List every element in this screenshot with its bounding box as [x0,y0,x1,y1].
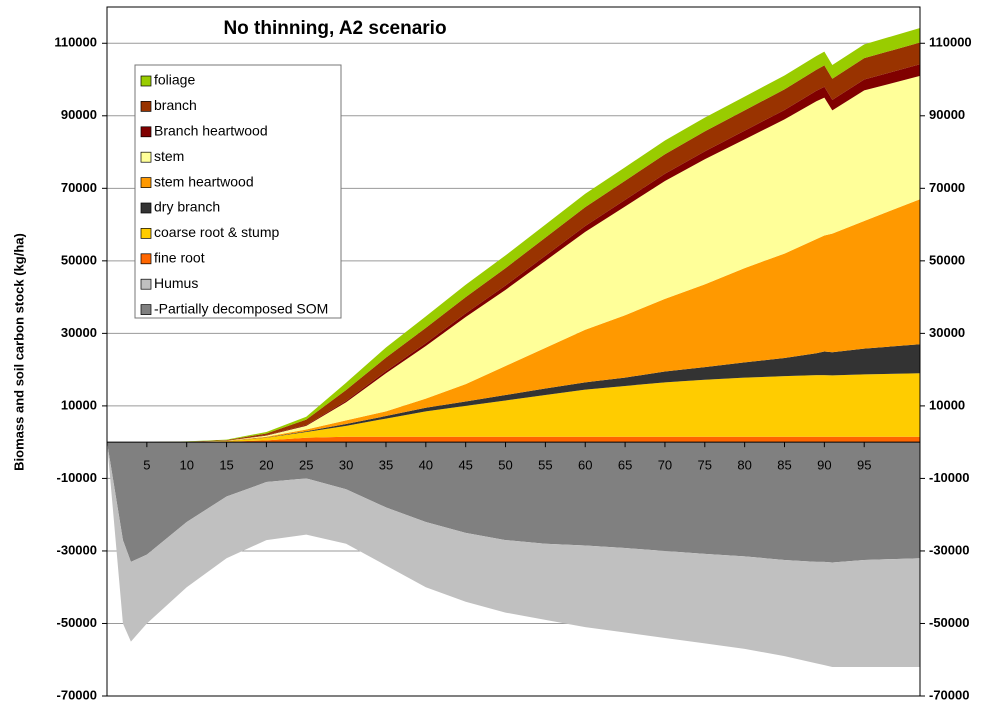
legend-label: coarse root & stump [154,224,279,240]
x-tick-label: 95 [857,458,871,473]
x-tick-label: 80 [737,458,751,473]
y2-tick-label: 70000 [929,180,965,195]
x-tick-label: 10 [179,458,193,473]
y2-tick-label: -70000 [929,687,969,702]
y-tick-label: -50000 [57,615,97,630]
x-tick-label: 45 [458,458,472,473]
area [107,442,920,667]
y2-tick-label: 10000 [929,397,965,412]
area [107,75,920,443]
area [107,28,920,443]
x-tick-label: 70 [658,458,672,473]
area [107,436,920,443]
y2-tick-label: 50000 [929,252,965,267]
legend-swatch [140,228,152,239]
legend-swatch [140,304,152,315]
y-tick-label: 50000 [61,252,97,267]
x-tick-label: 20 [259,458,273,473]
area [107,344,920,443]
y-axis-label: Biomass and soil carbon stock (kg/ha) [11,233,26,471]
y-tick-label: 110000 [54,35,97,50]
y-tick-label: 30000 [61,325,97,340]
x-tick-label: 25 [299,458,313,473]
area [107,373,920,443]
plot-frame [106,6,921,697]
area [107,64,920,443]
legend-label: Branch heartwood [154,123,268,139]
x-tick-label: 35 [379,458,393,473]
x-tick-label: 15 [219,458,233,473]
area [107,199,920,443]
legend-swatch [140,151,152,163]
x-tick-label: 90 [817,458,831,473]
legend-swatch [140,253,152,265]
legend-label: Humus [154,275,198,291]
x-tick-label: 85 [777,458,791,473]
chart-title: No thinning, A2 scenario [223,18,446,39]
legend-label: fine root [154,250,205,266]
y-tick-label: 70000 [61,180,97,195]
legend-label: stem [154,148,184,164]
legend-swatch [140,278,152,290]
x-tick-label: 30 [339,458,353,473]
legend-label: stem heartwood [154,173,254,189]
x-tick-label: 50 [498,458,512,473]
legend-swatch [140,177,152,188]
x-tick-label: 75 [698,458,712,473]
x-tick-label: 40 [419,458,433,473]
area [107,42,920,443]
legend-label: dry branch [154,199,220,215]
x-tick-label: 55 [538,458,552,473]
legend-box [134,64,342,319]
y2-tick-label: -30000 [929,542,969,557]
legend-label: foliage [154,72,195,88]
y2-tick-label: -50000 [929,615,969,630]
y-tick-label: -10000 [57,470,97,485]
y2-tick-label: 90000 [929,107,965,122]
legend-swatch [140,202,152,214]
y-tick-label: -30000 [57,542,97,557]
legend-swatch [140,126,152,138]
y-tick-label: 90000 [61,107,97,122]
x-tick-label: 60 [578,458,592,473]
x-tick-label: 5 [143,458,150,473]
plot-area [107,28,920,697]
area [107,442,920,563]
y-tick-label: -70000 [57,687,97,702]
legend-swatch [140,75,152,87]
legend-label: -Partially decomposed SOM [154,300,328,316]
y2-tick-label: 30000 [929,325,965,340]
y2-tick-label: 110000 [929,35,972,50]
y2-tick-label: -10000 [929,470,969,485]
legend-label: branch [154,97,197,113]
legend-swatch [140,101,152,112]
y-tick-label: 10000 [61,397,97,412]
x-tick-label: 65 [618,458,632,473]
